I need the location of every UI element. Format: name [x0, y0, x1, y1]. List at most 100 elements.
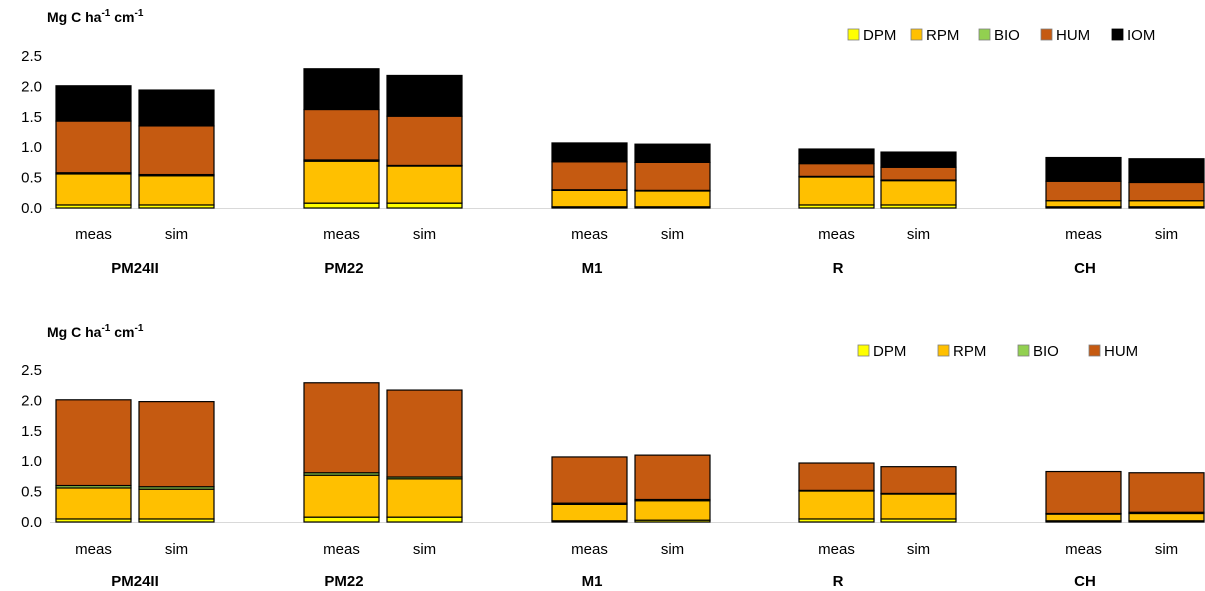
bar-segment-dpm-pm22-meas	[303, 202, 380, 209]
bar-segment-hum-ch-sim	[1128, 181, 1205, 202]
category-label: sim	[661, 226, 684, 243]
legend-swatch-rpm	[937, 344, 950, 357]
category-label: meas	[571, 226, 608, 243]
category-label: meas	[75, 541, 112, 558]
category-label: sim	[1155, 541, 1178, 558]
category-label: sim	[413, 541, 436, 558]
bar-segment-hum-r-sim	[880, 166, 957, 181]
group-label: M1	[582, 573, 603, 590]
group-label: R	[833, 260, 844, 277]
category-label: meas	[571, 541, 608, 558]
chart-panel-1: 0.0 0.5 1.0 1.5 2.0 2.5 Mg C ha-1 cm-1 meas sim P…	[21, 8, 1205, 277]
legend-label-iom: IOM	[1127, 27, 1155, 44]
legend-label-dpm: DPM	[863, 27, 896, 44]
bar-segment-iom-m1-sim	[634, 143, 711, 164]
category-label: sim	[1155, 226, 1178, 243]
category-label: meas	[1065, 226, 1102, 243]
category-label: meas	[323, 541, 360, 558]
category-label: meas	[323, 226, 360, 243]
category-label: meas	[1065, 541, 1102, 558]
category-label: sim	[907, 541, 930, 558]
bar-segment-hum-m1-sim	[634, 454, 711, 501]
bar-segment-iom-m1-meas	[551, 142, 628, 163]
y-tick-label: 1.5	[21, 423, 42, 440]
y-axis-unit: Mg C ha-1 cm-1	[47, 8, 144, 25]
bar-segment-hum-pm24ii-meas	[55, 399, 132, 487]
legend-label-rpm: RPM	[953, 343, 986, 360]
bar-segment-iom-pm22-sim	[386, 74, 463, 117]
bar-segment-rpm-m1-sim	[634, 500, 711, 521]
legend-label-rpm: RPM	[926, 27, 959, 44]
bar-segment-dpm-pm22-sim	[386, 516, 463, 523]
bar-segment-hum-r-meas	[798, 462, 875, 491]
chart-panel-2: 0.0 0.5 1.0 1.5 2.0 2.5 Mg C ha-1 cm-1 meas sim P…	[21, 323, 1205, 590]
category-label: sim	[165, 541, 188, 558]
bar-segment-rpm-pm24ii-sim	[138, 175, 215, 206]
bar-segment-hum-pm24ii-sim	[138, 125, 215, 176]
bar-segment-hum-pm24ii-sim	[138, 401, 215, 488]
group-label: CH	[1074, 573, 1096, 590]
group-label: PM24II	[111, 573, 159, 590]
y-tick-label: 1.0	[21, 453, 42, 470]
bar-segment-hum-m1-meas	[551, 456, 628, 504]
bar-segment-rpm-ch-meas	[1045, 200, 1122, 208]
bar-segment-hum-pm22-meas	[303, 382, 380, 474]
bar-segment-hum-pm22-sim	[386, 389, 463, 478]
bar-segment-iom-r-sim	[880, 151, 957, 168]
bar-segment-hum-r-sim	[880, 466, 957, 495]
bar-segment-hum-ch-meas	[1045, 470, 1122, 515]
bar-segment-rpm-pm24ii-meas	[55, 487, 132, 520]
bar-segment-hum-ch-meas	[1045, 180, 1122, 202]
y-tick-label: 2.0	[21, 78, 42, 95]
legend-label-bio: BIO	[1033, 343, 1059, 360]
bar-segment-iom-pm24ii-sim	[138, 89, 215, 127]
bar-segment-hum-m1-meas	[551, 161, 628, 191]
bar-segment-iom-r-meas	[798, 148, 875, 165]
legend-swatch-iom	[1111, 28, 1124, 41]
bar-segment-rpm-ch-sim	[1128, 512, 1205, 522]
bar-segment-rpm-r-meas	[798, 490, 875, 520]
legend-label-dpm: DPM	[873, 343, 906, 360]
category-label: sim	[661, 541, 684, 558]
group-label: CH	[1074, 260, 1096, 277]
category-label: meas	[818, 226, 855, 243]
bar-segment-hum-m1-sim	[634, 161, 711, 191]
bar-segment-iom-ch-sim	[1128, 158, 1205, 184]
y-tick-label: 2.5	[21, 362, 42, 379]
category-label: meas	[75, 226, 112, 243]
category-label: sim	[907, 226, 930, 243]
legend-swatch-bio	[1017, 344, 1030, 357]
y-tick-label: 0.5	[21, 170, 42, 187]
y-tick-label: 1.5	[21, 109, 42, 126]
legend-label-hum: HUM	[1104, 343, 1138, 360]
bar-segment-rpm-pm22-sim	[386, 165, 463, 204]
bar-segment-rpm-pm22-meas	[303, 160, 380, 204]
bar-segment-rpm-m1-meas	[551, 189, 628, 208]
bar-segment-hum-pm22-meas	[303, 108, 380, 161]
group-label: M1	[582, 260, 603, 277]
bar-segment-rpm-r-meas	[798, 176, 875, 206]
group-label: PM22	[324, 573, 363, 590]
y-axis-unit: Mg C ha-1 cm-1	[47, 323, 144, 340]
bar-segment-dpm-pm22-sim	[386, 202, 463, 209]
group-label: PM22	[324, 260, 363, 277]
legend-swatch-rpm	[910, 28, 923, 41]
y-tick-label: 2.5	[21, 48, 42, 65]
bar-segment-rpm-m1-meas	[551, 503, 628, 522]
bar-segment-hum-r-meas	[798, 163, 875, 177]
bar-segment-rpm-ch-meas	[1045, 513, 1122, 522]
bar-segment-rpm-ch-sim	[1128, 200, 1205, 208]
bar-segment-hum-pm22-sim	[386, 115, 463, 167]
bar-segment-rpm-pm24ii-meas	[55, 173, 132, 206]
group-label: R	[833, 573, 844, 590]
category-label: sim	[413, 226, 436, 243]
bar-segment-rpm-pm22-meas	[303, 474, 380, 518]
y-tick-label: 0.5	[21, 484, 42, 501]
bar-segment-iom-ch-meas	[1045, 156, 1122, 182]
bar-segment-rpm-pm24ii-sim	[138, 488, 215, 520]
bar-segment-iom-pm24ii-meas	[55, 85, 132, 122]
legend-swatch-hum	[1040, 28, 1053, 41]
y-tick-label: 0.0	[21, 514, 42, 531]
legend-swatch-hum	[1088, 344, 1101, 357]
